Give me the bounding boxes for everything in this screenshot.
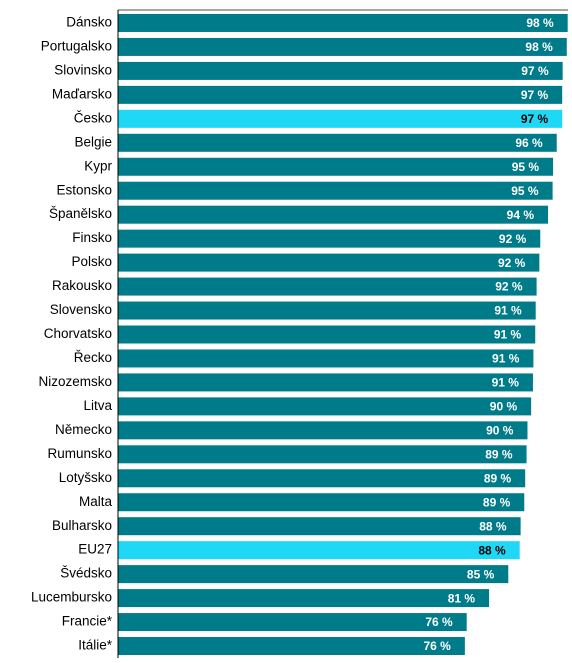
bar: [118, 13, 568, 32]
bar: [118, 565, 509, 584]
category-label: Bulharsko: [52, 518, 112, 533]
value-label: 76 %: [424, 639, 452, 653]
bar: [118, 253, 540, 272]
value-label: 89 %: [483, 495, 511, 509]
bar: [118, 181, 553, 200]
value-label: 91 %: [494, 304, 522, 318]
value-label: 91 %: [492, 376, 520, 390]
bar: [118, 541, 520, 560]
bar: [118, 133, 557, 152]
value-label: 91 %: [492, 352, 520, 366]
bar: [118, 637, 465, 656]
bar: [118, 301, 536, 320]
value-label: 89 %: [485, 447, 513, 461]
bar: [118, 589, 490, 608]
category-label: Rakousko: [52, 278, 112, 293]
value-label: 88 %: [478, 543, 506, 557]
value-label: 98 %: [526, 16, 554, 30]
category-label: Maďarsko: [52, 86, 112, 101]
bar: [118, 517, 521, 536]
category-label: Švédsko: [60, 566, 112, 581]
category-label: Španělsko: [49, 206, 112, 221]
category-label: Rumunsko: [47, 446, 112, 461]
value-label: 95 %: [512, 160, 540, 174]
category-label: Litva: [83, 398, 112, 413]
value-label: 81 %: [448, 591, 476, 605]
category-label: Česko: [74, 110, 112, 125]
category-label: Portugalsko: [41, 39, 112, 54]
value-label: 97 %: [521, 88, 549, 102]
bar: [118, 469, 526, 488]
bar: [118, 85, 563, 104]
category-label: Polsko: [71, 254, 112, 269]
category-label: Belgie: [74, 134, 112, 149]
bar: [118, 37, 567, 56]
bar: [118, 325, 536, 344]
value-label: 90 %: [490, 400, 518, 414]
value-label: 76 %: [425, 615, 453, 629]
value-label: 92 %: [495, 280, 523, 294]
bar: [118, 397, 532, 416]
category-label: Chorvatsko: [44, 326, 112, 341]
bar: [118, 205, 549, 224]
value-label: 98 %: [525, 40, 553, 54]
bar: [118, 613, 467, 632]
value-label: 97 %: [521, 112, 549, 126]
value-label: 92 %: [499, 232, 527, 246]
bar: [118, 445, 527, 464]
bar: [118, 61, 563, 80]
category-label: Nizozemsko: [38, 374, 112, 389]
value-label: 89 %: [484, 471, 512, 485]
bar: [118, 157, 554, 176]
value-label: 91 %: [494, 328, 522, 342]
value-label: 85 %: [467, 567, 495, 581]
value-label: 90 %: [486, 424, 514, 438]
value-label: 92 %: [498, 256, 526, 270]
category-label: Francie*: [62, 614, 113, 629]
value-label: 94 %: [507, 208, 535, 222]
category-label: Itálie*: [78, 638, 113, 653]
category-label: Slovensko: [50, 302, 112, 317]
category-label: Kypr: [84, 158, 112, 173]
category-label: Lotyšsko: [59, 470, 112, 485]
bar: [118, 421, 528, 440]
bar: [118, 229, 541, 248]
category-label: Finsko: [72, 230, 112, 245]
category-label: Malta: [79, 494, 113, 509]
category-label: Řecko: [74, 350, 112, 365]
value-label: 96 %: [515, 136, 543, 150]
category-label: Estonsko: [56, 182, 112, 197]
category-label: Slovinsko: [54, 62, 112, 77]
category-label: EU27: [78, 542, 112, 557]
bar: [118, 349, 534, 368]
value-label: 97 %: [521, 64, 549, 78]
bar: [118, 277, 537, 296]
category-label: Německo: [55, 422, 112, 437]
value-label: 95 %: [511, 184, 539, 198]
bar: [118, 109, 563, 128]
value-label: 88 %: [479, 519, 507, 533]
category-label: Lucembursko: [31, 590, 112, 605]
bar: [118, 493, 525, 512]
bar: [118, 373, 533, 392]
category-label: Dánsko: [66, 15, 112, 30]
